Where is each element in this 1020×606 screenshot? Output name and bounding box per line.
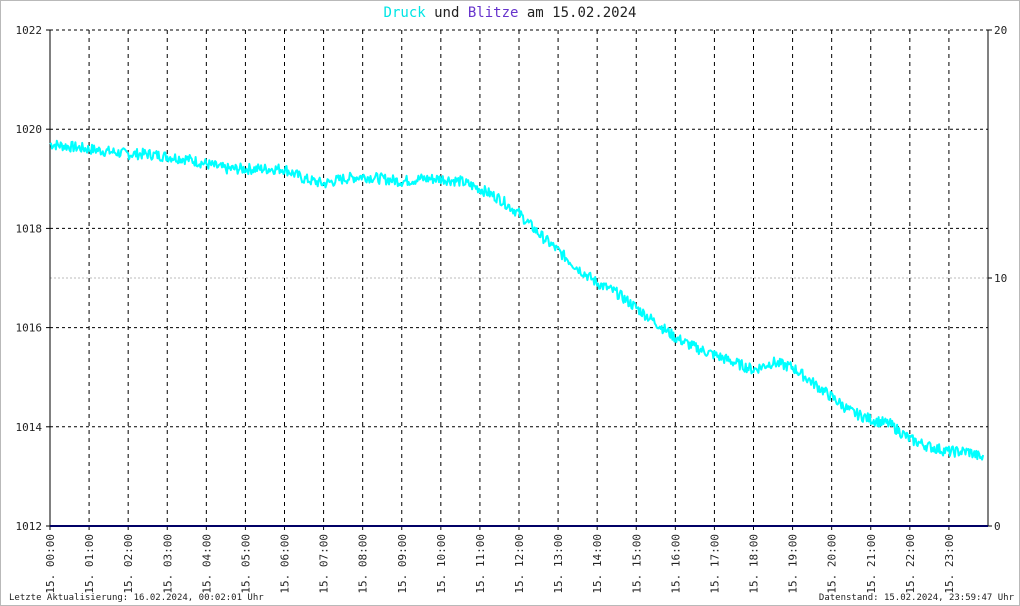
x-tick-label: 15. 01:00: [83, 534, 96, 594]
x-tick-label: 15. 09:00: [396, 534, 409, 594]
x-tick-label: 15. 02:00: [122, 534, 135, 594]
x-tick-label: 15. 08:00: [357, 534, 370, 594]
x-tick-label: 15. 10:00: [435, 534, 448, 594]
title-blitze: Blitze: [467, 5, 519, 21]
x-axis: 15. 00:00 15. 01:00 15. 02:00 15. 03:00 15. …: [44, 526, 956, 594]
x-tick-label: 15. 19:00: [787, 534, 800, 594]
title-druck: Druck: [383, 5, 426, 21]
x-tick-label: 15. 17:00: [708, 534, 721, 594]
y-left-tick-label: 1022: [16, 24, 43, 37]
footer-data-status: Datenstand: 15.02.2024, 23:59:47 Uhr: [818, 593, 1014, 603]
y-right-tick-label: 20: [994, 24, 1007, 37]
series-layer: [49, 139, 988, 527]
y-axis-left: 1012 1014 1016 1018 1020 1022: [16, 24, 50, 533]
x-tick-label: 15. 00:00: [44, 534, 57, 594]
title-am: am: [526, 5, 544, 21]
footer-last-update: Letzte Aktualisierung: 16.02.2024, 00:02…: [9, 593, 264, 603]
chart-title: Druck und Blitze am 15.02.2024: [0, 5, 1020, 21]
y-right-tick-label: 10: [994, 272, 1007, 285]
x-tick-label: 15. 05:00: [239, 534, 252, 594]
y-right-tick-label: 0: [994, 520, 1001, 533]
x-tick-label: 15. 18:00: [748, 534, 761, 594]
x-tick-label: 15. 07:00: [318, 534, 331, 594]
y-left-tick-label: 1016: [16, 322, 43, 335]
x-tick-label: 15. 21:00: [865, 534, 878, 594]
x-tick-label: 15. 06:00: [279, 534, 292, 594]
series-druck-line: [49, 139, 985, 461]
x-tick-label: 15. 23:00: [943, 534, 956, 594]
x-tick-label: 15. 15:00: [630, 534, 643, 594]
y-left-tick-label: 1014: [16, 421, 43, 434]
x-tick-label: 15. 20:00: [826, 534, 839, 594]
y-axis-right: 0 10 20: [988, 24, 1007, 533]
x-tick-label: 15. 14:00: [591, 534, 604, 594]
x-tick-label: 15. 16:00: [669, 534, 682, 594]
y-left-tick-label: 1020: [16, 123, 43, 136]
x-tick-label: 15. 13:00: [552, 534, 565, 594]
x-tick-label: 15. 22:00: [904, 534, 917, 594]
y-left-tick-label: 1012: [16, 520, 43, 533]
x-tick-label: 15. 03:00: [161, 534, 174, 594]
x-tick-label: 15. 12:00: [513, 534, 526, 594]
grid-lines: [49, 29, 989, 526]
y-left-tick-label: 1018: [16, 222, 43, 235]
x-tick-label: 15. 04:00: [200, 534, 213, 594]
x-tick-label: 15. 11:00: [474, 534, 487, 594]
title-date: 15.02.2024: [552, 5, 637, 21]
title-und: und: [434, 5, 460, 21]
